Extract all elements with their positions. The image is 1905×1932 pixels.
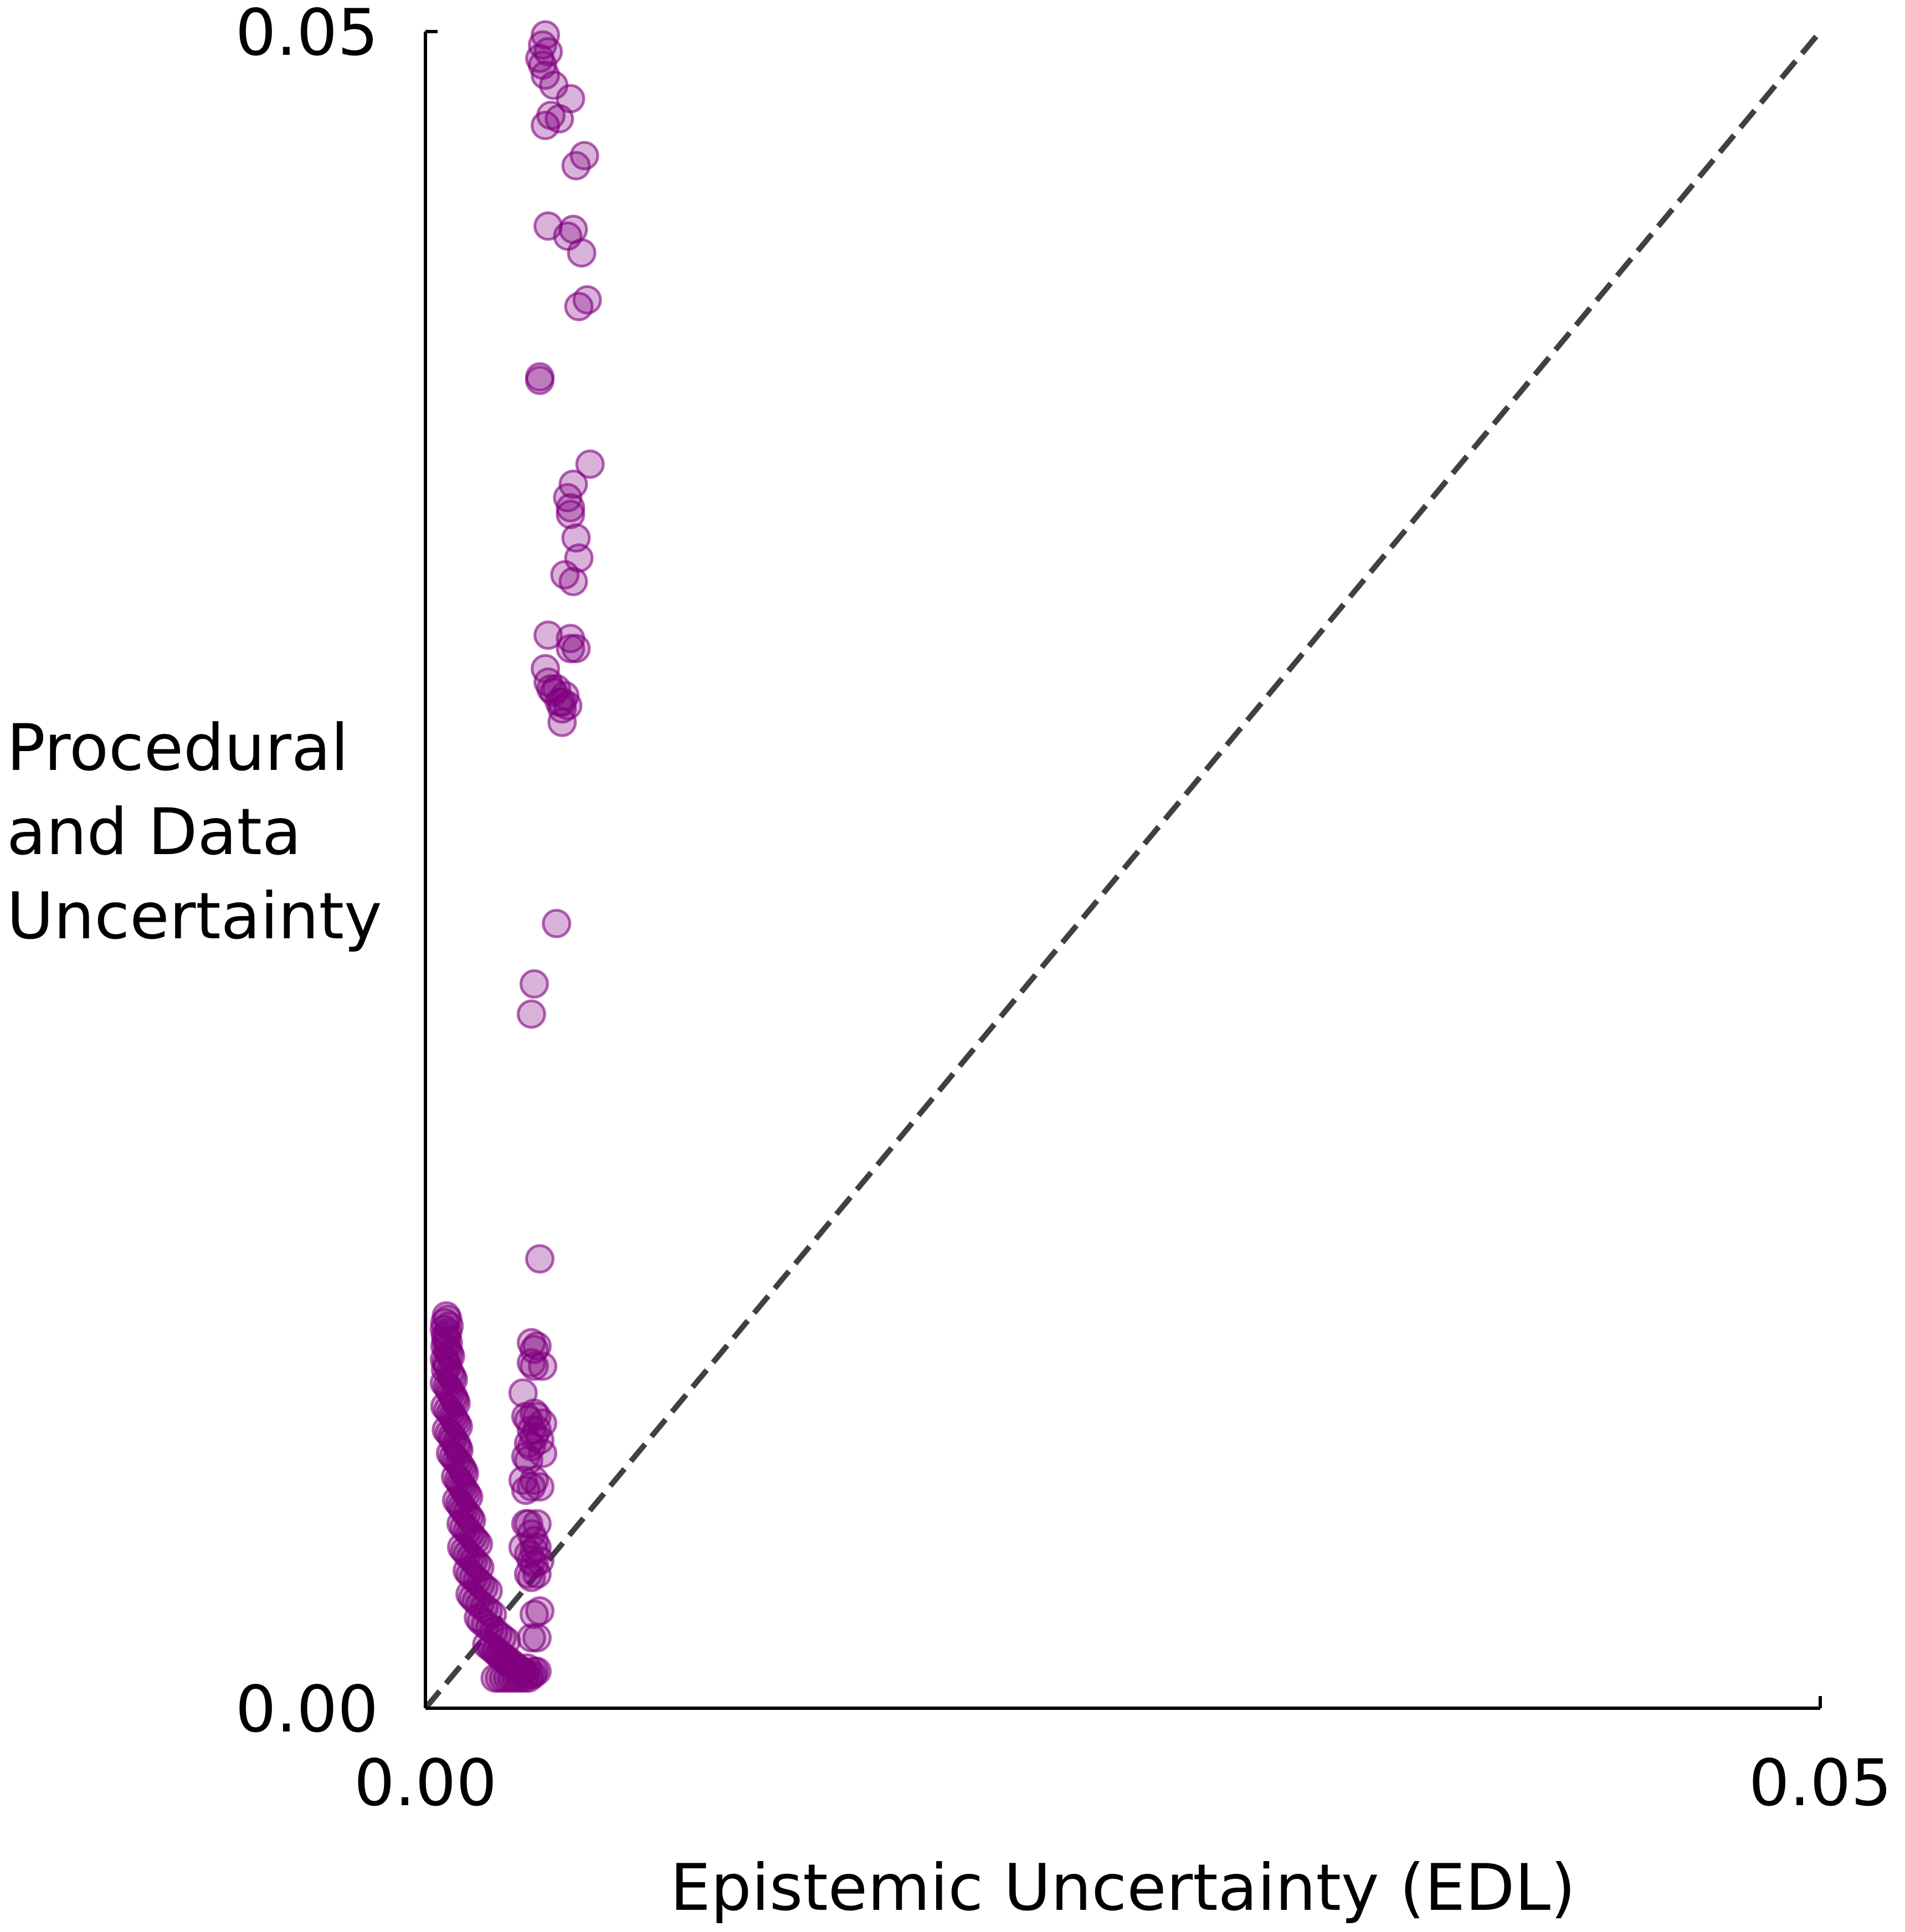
scatter-point	[558, 567, 588, 597]
scatter-point	[525, 366, 554, 395]
x-tick-label: 0.00	[354, 1746, 497, 1821]
y-tick-label: 0.05	[235, 0, 378, 70]
reference-line-layer	[423, 29, 1822, 1710]
y-axis-title-line-2: and Data	[7, 795, 301, 870]
scatter-point	[519, 969, 549, 999]
scatter-point	[556, 500, 586, 530]
scatter-point	[516, 999, 546, 1029]
scatter-point	[545, 104, 574, 133]
points-layer	[429, 20, 605, 1693]
scatter-point	[572, 285, 602, 315]
scatter-point	[528, 1351, 558, 1381]
scatter-point	[575, 449, 605, 479]
scatter-point	[522, 1559, 552, 1589]
y-axis-title-line-1: Procedural	[7, 711, 348, 785]
y-tick-label: 0.00	[235, 1672, 378, 1747]
scatter-point	[542, 908, 572, 938]
scatter-point	[561, 151, 591, 181]
scatter-point	[518, 1659, 548, 1689]
scatter-point	[528, 1438, 558, 1468]
scatter-point	[567, 238, 597, 268]
y-axis-title-line-3: Uncertainty	[7, 879, 382, 954]
scatter-point	[522, 1656, 552, 1686]
scatter-point	[556, 493, 586, 523]
x-tick-label: 0.05	[1749, 1746, 1892, 1821]
scatter-point	[539, 677, 569, 707]
x-axis-title: Epistemic Uncertainty (EDL)	[670, 1851, 1576, 1925]
scatter-point	[533, 620, 563, 650]
scatter-point	[531, 111, 561, 141]
scatter-point	[519, 1351, 549, 1381]
scatter-point	[525, 1244, 554, 1274]
scatter-point	[547, 707, 577, 737]
scatter-point	[556, 634, 586, 664]
identity-reference-line	[423, 29, 1822, 1710]
axes-layer	[424, 32, 1820, 1710]
scatter-point	[519, 1599, 549, 1629]
ticks-layer: 0.00 0.05 0.00 0.05	[235, 0, 1892, 1821]
scatter-point	[525, 1472, 554, 1502]
scatter-point	[522, 1623, 552, 1653]
scatter-point	[564, 543, 594, 573]
